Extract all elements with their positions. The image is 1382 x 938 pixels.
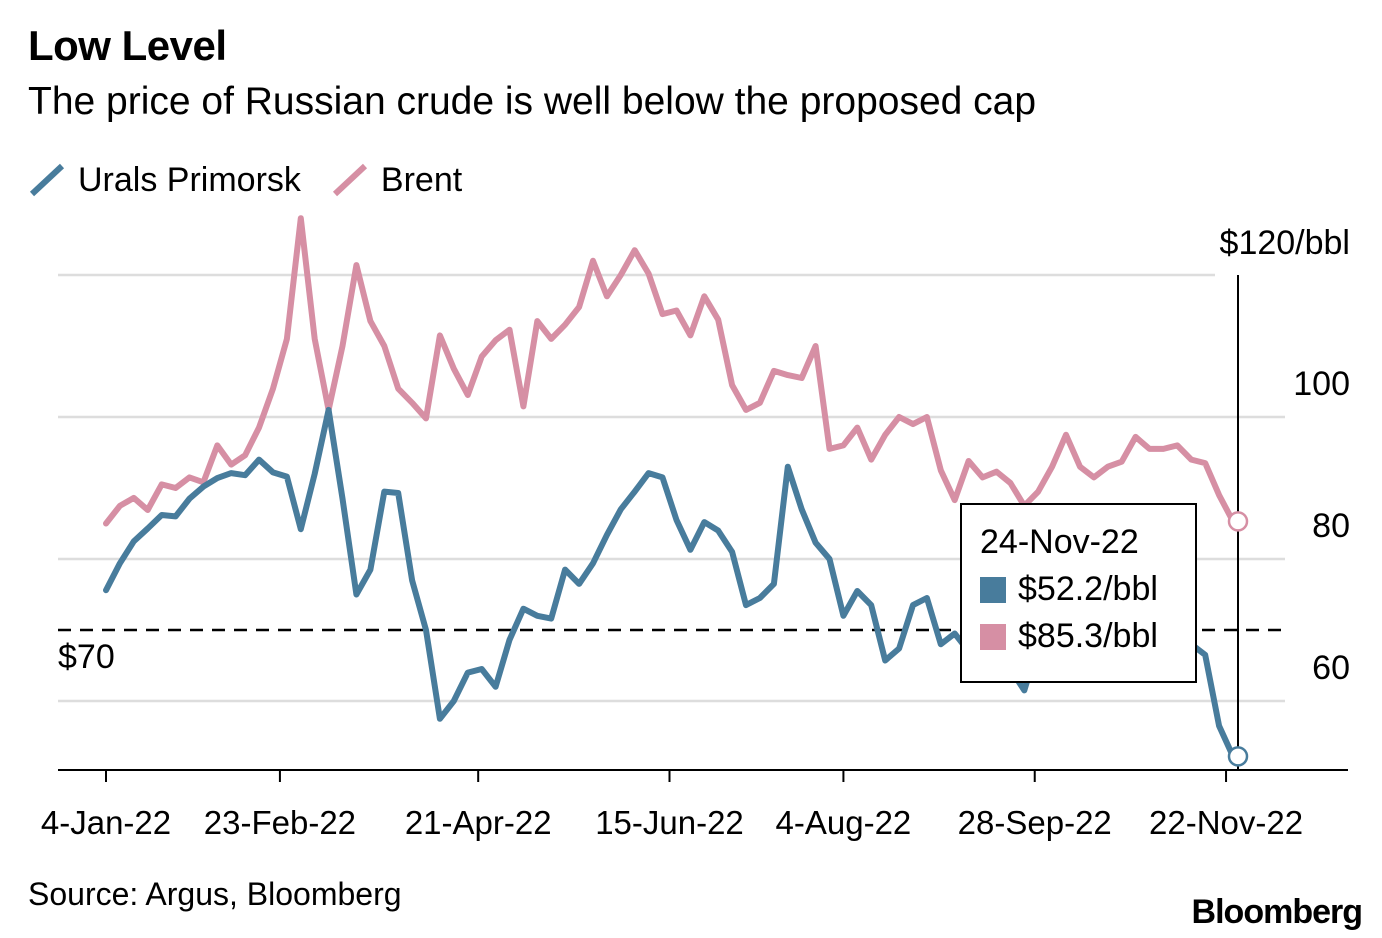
- x-tick-label: 4-Jan-22: [41, 804, 171, 841]
- y-tick-label: 100: [1293, 365, 1350, 403]
- legend-item-brent: Brent: [331, 160, 462, 200]
- price-cap-label: $70: [58, 638, 115, 676]
- tooltip: 24-Nov-22 $52.2/bbl $85.3/bbl: [960, 503, 1197, 683]
- x-tick-label: 21-Apr-22: [405, 804, 552, 841]
- tooltip-row-brent: $85.3/bbl: [980, 617, 1195, 656]
- tooltip-value-brent: $85.3/bbl: [1018, 617, 1158, 655]
- legend-line-icon-urals: [29, 163, 65, 197]
- legend-line-icon-brent: [332, 163, 367, 197]
- legend-label-urals: Urals Primorsk: [78, 160, 301, 199]
- y-tick-label: 80: [1312, 507, 1350, 545]
- chart-title: Low Level: [28, 22, 227, 69]
- series-line-brent: [103, 215, 1236, 527]
- y-tick-label: 60: [1312, 649, 1350, 687]
- end-marker-urals: [1227, 746, 1249, 767]
- tooltip-swatch-brent: [980, 623, 1006, 650]
- bloomberg-logo: Bloomberg: [1191, 893, 1363, 931]
- x-tick-label: 23-Feb-22: [204, 804, 356, 841]
- x-tick-label: 4-Aug-22: [776, 804, 912, 841]
- x-tick-label: 15-Jun-22: [595, 804, 744, 841]
- legend-label-brent: Brent: [380, 160, 463, 199]
- tooltip-row-urals: $52.2/bbl: [980, 570, 1195, 609]
- x-tick-label: 22-Nov-22: [1149, 804, 1303, 841]
- legend: Urals Primorsk Brent: [28, 160, 462, 200]
- end-marker-brent: [1227, 511, 1249, 532]
- tooltip-value-urals: $52.2/bbl: [1018, 570, 1158, 608]
- chart-subtitle: The price of Russian crude is well below…: [28, 80, 1037, 123]
- y-tick-label: $120/bbl: [1220, 224, 1350, 262]
- x-tick-label: 28-Sep-22: [958, 804, 1112, 841]
- tooltip-date: 24-Nov-22: [980, 523, 1139, 561]
- source-note: Source: Argus, Bloomberg: [28, 876, 402, 912]
- tooltip-swatch-urals: [980, 576, 1006, 603]
- legend-item-urals: Urals Primorsk: [28, 160, 301, 200]
